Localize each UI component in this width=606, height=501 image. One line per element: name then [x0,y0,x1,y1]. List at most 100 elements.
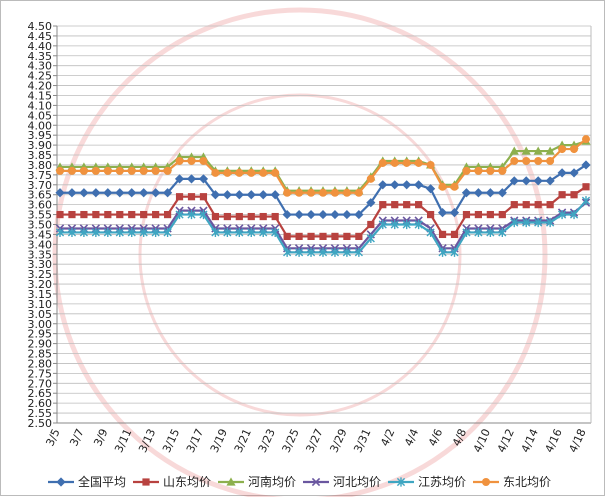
marker [270,190,280,200]
marker [354,247,363,257]
marker [91,188,101,198]
marker [199,156,208,165]
legend-item: 河南均价 [218,474,296,489]
marker [482,478,490,486]
marker [366,198,376,208]
marker [211,168,220,177]
y-tick-label: 4.05 [28,109,53,122]
y-tick-label: 4.50 [28,20,53,33]
legend-label: 全国平均 [78,474,126,489]
marker [378,219,387,230]
y-tick-label: 4.25 [28,70,53,83]
y-tick-label: 2.85 [28,348,53,361]
marker [462,166,471,175]
marker [390,158,399,167]
marker [486,227,495,238]
marker [415,201,423,209]
marker [68,210,76,219]
y-tick-label: 2.75 [28,367,53,380]
marker [510,217,519,228]
marker [342,209,352,220]
marker [235,212,243,221]
marker [92,210,100,219]
marker [396,477,406,487]
series [56,135,590,197]
y-tick-label: 4.40 [28,40,53,53]
marker [307,188,316,197]
marker [198,174,209,184]
marker [474,166,483,175]
marker [187,193,196,201]
y-tick-label: 3.15 [28,288,53,301]
marker [581,196,591,206]
marker [294,247,304,257]
marker [80,210,88,219]
marker [342,247,352,257]
y-tick-label: 4.30 [28,60,53,73]
y-tick-label: 3.65 [28,189,53,202]
marker [223,227,232,238]
marker [581,160,591,170]
marker [425,184,436,194]
marker [330,247,340,257]
marker [403,201,411,209]
marker [534,217,543,228]
y-tick-label: 3.00 [28,318,53,331]
marker [139,188,149,198]
marker [311,477,321,487]
series [56,183,590,241]
marker [91,166,100,175]
marker [127,227,136,238]
marker [223,168,232,177]
y-tick-label: 3.70 [28,179,53,192]
marker [235,168,244,177]
marker [379,201,387,209]
marker [498,166,507,175]
marker [354,209,364,220]
marker [485,188,495,198]
marker [294,209,304,220]
y-tick-label: 3.20 [28,278,53,291]
marker [497,188,507,198]
marker [151,227,160,238]
legend-item: 江苏均价 [388,475,466,489]
marker [306,247,316,257]
marker [569,209,579,220]
marker [79,188,89,198]
marker [486,166,495,175]
legend-label: 河北均价 [333,475,381,489]
marker [582,135,590,144]
marker [402,158,411,167]
marker [545,146,555,155]
marker [437,207,448,218]
marker [247,212,255,221]
series [55,160,591,220]
y-tick-label: 2.90 [28,338,53,351]
marker [510,156,519,165]
marker [545,176,555,186]
marker [115,188,125,198]
marker [79,166,88,175]
marker [522,201,530,209]
marker [402,219,411,230]
marker [115,166,124,175]
marker [366,233,375,243]
marker [462,227,471,238]
marker [282,209,292,220]
marker [558,191,566,199]
marker [570,191,578,199]
marker [91,227,100,238]
y-tick-label: 4.45 [28,30,53,43]
marker [522,217,531,228]
legend-item: 河北均价 [303,475,381,489]
marker [67,166,76,175]
y-tick-label: 3.05 [28,308,53,321]
marker [211,212,220,221]
legend-item: 全国平均 [48,474,126,489]
marker [533,146,543,155]
marker [223,212,231,221]
marker [426,210,435,219]
marker [534,201,542,209]
marker [391,201,399,209]
marker [378,180,388,190]
